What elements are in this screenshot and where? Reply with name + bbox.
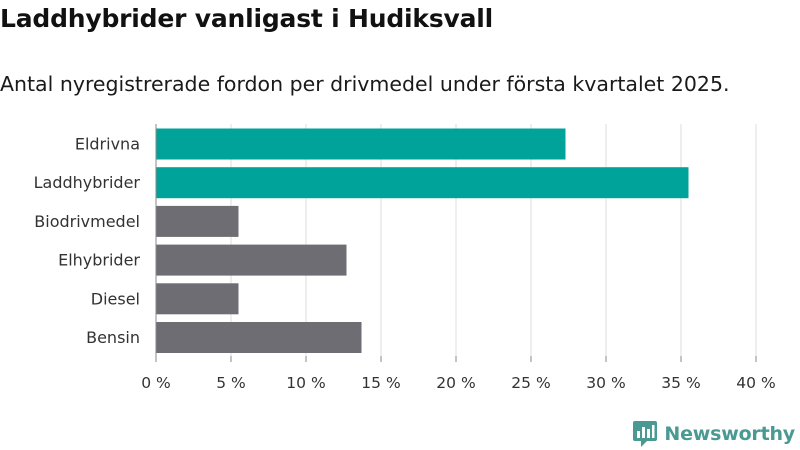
category-label: Elhybrider [58,251,140,270]
bar [156,205,239,237]
brand-logo: Newsworthy [632,420,795,448]
x-tick-label: 15 % [361,374,400,392]
x-tick-label: 5 % [216,374,246,392]
chart-subtitle: Antal nyregistrerade fordon per drivmede… [0,72,730,96]
category-label: Bensin [86,328,140,347]
bar [156,283,239,315]
brand-name: Newsworthy [664,423,795,445]
chart-title: Laddhybrider vanligast i Hudiksvall [0,4,494,33]
x-tick-label: 20 % [436,374,475,392]
category-label: Biodrivmedel [34,212,140,231]
x-tick-label: 10 % [286,374,325,392]
bar [156,244,347,276]
bar [156,322,362,353]
category-label: Eldrivna [75,135,140,154]
bar [156,128,566,160]
x-tick-label: 40 % [736,374,775,392]
category-label: Diesel [91,289,140,308]
x-tick-label: 35 % [661,374,700,392]
x-tick-label: 25 % [511,374,550,392]
bar [156,167,689,199]
x-tick-label: 30 % [586,374,625,392]
newsworthy-logo-icon [633,421,658,447]
category-label: Laddhybrider [34,173,141,192]
x-tick-label: 0 % [141,374,171,392]
